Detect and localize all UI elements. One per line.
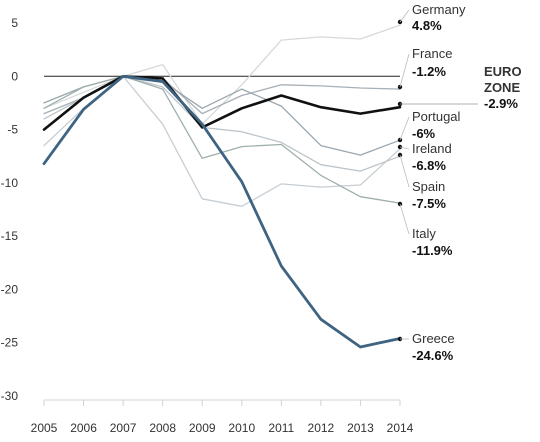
y-tick-label: -10: [1, 176, 19, 190]
series-line-ireland: [43, 75, 401, 207]
leader-line-portugal: [399, 116, 410, 141]
x-tick-label: 2012: [308, 421, 335, 435]
y-tick-label: 0: [11, 69, 18, 83]
series-label-italy: Italy: [412, 226, 436, 241]
series-label-portugal: Portugal: [412, 109, 461, 124]
series-line-greece: [42, 74, 402, 349]
x-tick-label: 2010: [228, 421, 255, 435]
series-value-italy: -11.9%: [412, 243, 453, 258]
series-label-ireland: Ireland: [412, 141, 452, 156]
x-tick-label: 2008: [149, 421, 176, 435]
leader-line-france: [399, 53, 410, 88]
y-tick-label: -30: [1, 389, 19, 403]
series-line-france: [43, 75, 401, 115]
x-tick-label: 2006: [70, 421, 97, 435]
x-tick-label: 2009: [189, 421, 216, 435]
axis-layer: 5 0 -5 -10 -15 -20 -25 -30 2005 2006 2007 2008 2009 2…: [1, 16, 414, 435]
x-tick-label: 2013: [347, 421, 374, 435]
x-tick-label: 2011: [268, 421, 294, 435]
series-line-italy: [43, 75, 401, 204]
series-line-portugal: [43, 75, 401, 156]
leader-line-italy: [399, 203, 410, 235]
leader-line-spain: [399, 154, 410, 188]
series-value-euro-zone: -2.9%: [484, 96, 518, 111]
series-value-portugal: -6%: [412, 126, 436, 141]
series-label-greece: Greece: [412, 331, 455, 346]
y-tick-label: -20: [1, 282, 19, 296]
y-tick-label: -15: [1, 229, 19, 243]
y-tick-label: -25: [1, 336, 19, 350]
series-line-germany: [43, 24, 401, 125]
series-value-spain: -7.5%: [412, 196, 446, 211]
y-tick-label: 5: [11, 16, 18, 30]
x-tick-label: 2007: [110, 421, 137, 435]
series-label-euro-zone: EURO ZONE: [484, 64, 522, 95]
leader-line-ireland: [399, 146, 410, 150]
series-value-greece: -24.6%: [412, 348, 454, 363]
x-tick-label: 2014: [387, 421, 414, 435]
x-tick-label: 2005: [31, 421, 58, 435]
series-value-france: -1.2%: [412, 64, 446, 79]
series-label-spain: Spain: [412, 179, 445, 194]
series-line-euro-zone: [42, 75, 402, 131]
leader-line-germany: [399, 9, 410, 23]
series-value-ireland: -6.8%: [412, 158, 446, 173]
series-label-germany: Germany: [412, 2, 466, 17]
y-tick-label: -5: [7, 123, 18, 137]
series-layer: [42, 24, 402, 349]
series-value-germany: 4.8%: [412, 18, 442, 33]
series-label-france: France: [412, 46, 452, 61]
